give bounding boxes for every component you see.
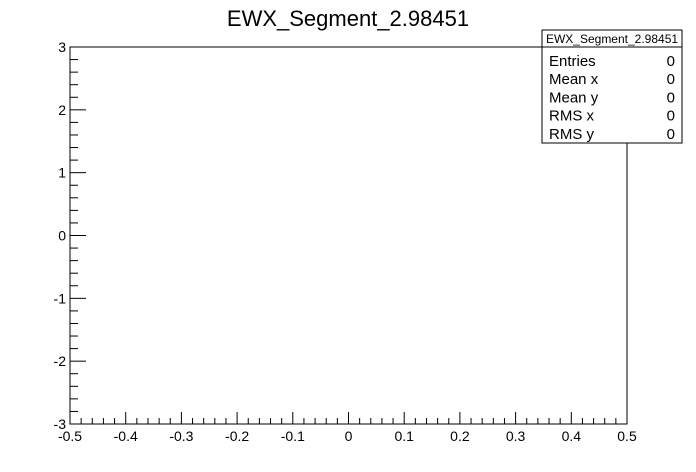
y-tick-label: 1 bbox=[58, 165, 66, 181]
x-tick-label: -0.2 bbox=[225, 428, 249, 444]
x-tick-label: -0.1 bbox=[281, 428, 305, 444]
y-tick-label: -3 bbox=[54, 416, 67, 432]
stats-row-value: 0 bbox=[667, 71, 675, 88]
stats-row-label: Mean x bbox=[549, 71, 599, 88]
x-tick-label: 0.1 bbox=[394, 428, 414, 444]
stats-box-frame bbox=[541, 29, 683, 144]
chart-title: EWX_Segment_2.98451 bbox=[227, 6, 469, 31]
stats-rows: Entries 0 Mean x 0 Mean y 0 RMS x 0 RMS y 0 bbox=[549, 53, 675, 143]
x-tick-label: -0.3 bbox=[169, 428, 193, 444]
x-tick-label: -0.4 bbox=[114, 428, 138, 444]
stats-row-value: 0 bbox=[667, 126, 675, 143]
x-tick-label: 0.4 bbox=[562, 428, 582, 444]
x-tick-label: 0.2 bbox=[450, 428, 470, 444]
x-tick-label: 0.3 bbox=[506, 428, 526, 444]
stats-row-label: Entries bbox=[549, 53, 596, 70]
stats-box-title: EWX_Segment_2.98451 bbox=[546, 32, 678, 46]
y-tick-label: 2 bbox=[58, 102, 66, 118]
stats-row-value: 0 bbox=[667, 108, 675, 125]
x-tick-label: -0.5 bbox=[58, 428, 82, 444]
stats-row-label: RMS y bbox=[549, 126, 595, 143]
x-axis: -0.5 -0.4 -0.3 -0.2 -0.1 0 0.1 0.2 0.3 0.4 0.5 bbox=[58, 412, 637, 444]
stats-row-label: RMS x bbox=[549, 108, 595, 125]
stats-row-label: Mean y bbox=[549, 89, 599, 106]
y-tick-label: 3 bbox=[58, 39, 66, 55]
y-tick-label: -2 bbox=[54, 353, 67, 369]
stats-box: EWX_Segment_2.98451 Entries 0 Mean x 0 Mean … bbox=[541, 29, 683, 144]
x-tick-label: 0 bbox=[345, 428, 353, 444]
x-tick-label: 0.5 bbox=[617, 428, 637, 444]
y-tick-label: 0 bbox=[58, 228, 66, 244]
y-axis: -3 -2 -1 0 1 2 3 bbox=[54, 39, 86, 432]
y-tick-label: -1 bbox=[54, 290, 67, 306]
stats-row-value: 0 bbox=[667, 53, 675, 70]
stats-row-value: 0 bbox=[667, 89, 675, 106]
